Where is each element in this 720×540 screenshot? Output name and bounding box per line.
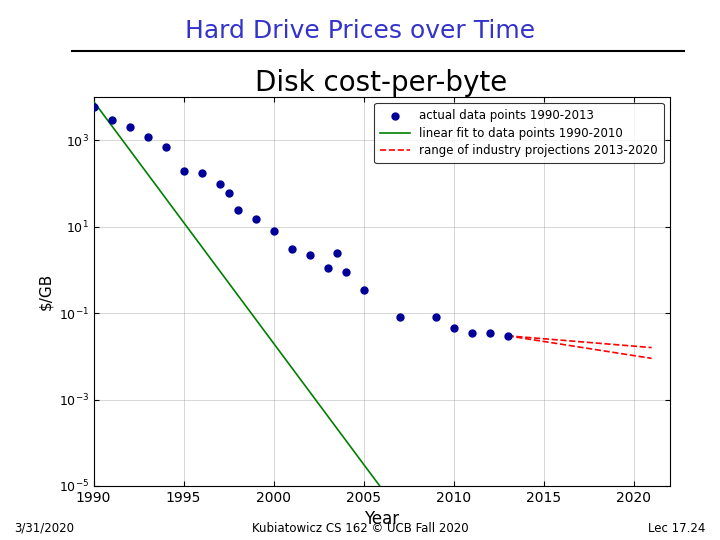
actual data points 1990-2013 [330,248,342,257]
actual data points 1990-2013 [160,143,171,151]
actual data points 1990-2013 [268,227,279,235]
actual data points 1990-2013 [214,179,225,188]
Legend: actual data points 1990-2013, linear fit to data points 1990-2010, range of indu: actual data points 1990-2013, linear fit… [374,103,664,164]
linear fit to data points 1990-2010 [401,517,410,523]
actual data points 1990-2013 [448,324,459,333]
actual data points 1990-2013 [358,285,369,294]
Line: range of industry projections 2013-2020: range of industry projections 2013-2020 [508,336,652,348]
range of industry projections 2013-2020 [647,345,656,351]
actual data points 1990-2013 [394,313,405,322]
actual data points 1990-2013 [178,166,189,175]
actual data points 1990-2013 [484,328,495,337]
actual data points 1990-2013 [250,215,261,224]
Line: linear fit to data points 1990-2010: linear fit to data points 1990-2010 [94,102,670,540]
actual data points 1990-2013 [286,245,297,254]
actual data points 1990-2013 [304,251,315,260]
actual data points 1990-2013 [222,189,234,198]
Title: Disk cost-per-byte: Disk cost-per-byte [256,69,508,97]
X-axis label: Year: Year [364,510,399,529]
actual data points 1990-2013 [142,133,153,141]
actual data points 1990-2013 [124,123,135,132]
actual data points 1990-2013 [502,332,513,340]
range of industry projections 2013-2020 [503,333,512,339]
Text: Lec 17.24: Lec 17.24 [648,522,706,535]
Y-axis label: $/GB: $/GB [38,273,53,310]
Text: Kubiatowicz CS 162 © UCB Fall 2020: Kubiatowicz CS 162 © UCB Fall 2020 [252,522,468,535]
actual data points 1990-2013 [106,116,117,124]
actual data points 1990-2013 [430,313,441,322]
actual data points 1990-2013 [322,264,333,273]
linear fit to data points 1990-2010 [366,470,375,477]
actual data points 1990-2013 [340,268,351,276]
linear fit to data points 1990-2010 [363,466,372,472]
actual data points 1990-2013 [466,328,477,337]
actual data points 1990-2013 [196,168,207,177]
actual data points 1990-2013 [88,103,99,111]
actual data points 1990-2013 [232,205,243,214]
Text: Hard Drive Prices over Time: Hard Drive Prices over Time [185,19,535,43]
Text: 3/31/2020: 3/31/2020 [14,522,74,535]
linear fit to data points 1990-2010 [89,98,98,105]
